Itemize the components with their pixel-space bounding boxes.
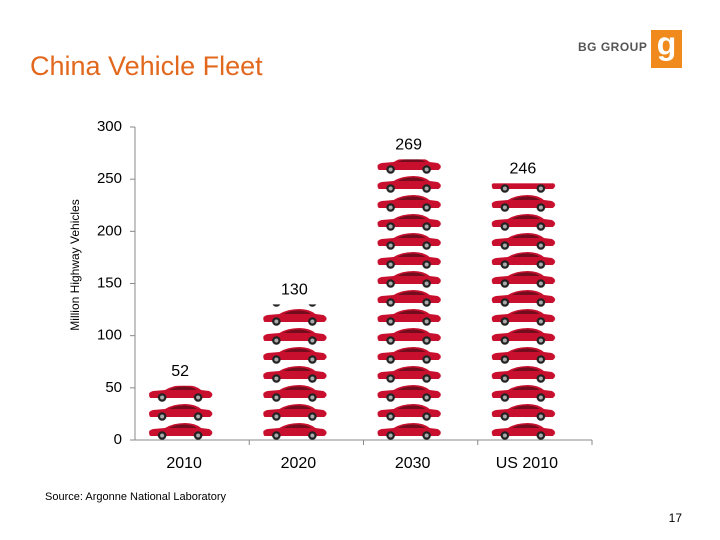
- x-tick-label: US 2010: [496, 455, 558, 472]
- source-note: Source: Argonne National Laboratory: [45, 491, 227, 503]
- logo-mark: g: [657, 25, 677, 61]
- x-tick-label: 2020: [281, 455, 317, 472]
- logo-text: BG GROUP: [578, 40, 647, 54]
- bar: [489, 183, 556, 440]
- value-label: 246: [510, 161, 537, 178]
- y-tick-label: 150: [97, 274, 122, 291]
- y-tick-label: 200: [97, 222, 122, 239]
- x-tick-label: 2030: [395, 455, 431, 472]
- page-number: 17: [669, 511, 683, 525]
- y-tick-label: 250: [97, 170, 122, 187]
- x-tick-label: 2010: [166, 455, 202, 472]
- bar: [147, 385, 214, 440]
- value-label: 130: [281, 282, 308, 299]
- y-axis-label: Million Highway Vehicles: [68, 199, 82, 330]
- bar: [375, 159, 442, 441]
- value-label: 52: [171, 363, 189, 380]
- y-tick-label: 300: [97, 118, 122, 135]
- y-tick-label: 100: [97, 327, 122, 344]
- logo-box: [651, 30, 682, 68]
- chart-title: China Vehicle Fleet: [30, 51, 263, 81]
- y-tick-label: 50: [105, 379, 122, 396]
- value-label: 269: [395, 137, 422, 154]
- bar: [261, 304, 328, 440]
- y-tick-label: 0: [114, 431, 122, 448]
